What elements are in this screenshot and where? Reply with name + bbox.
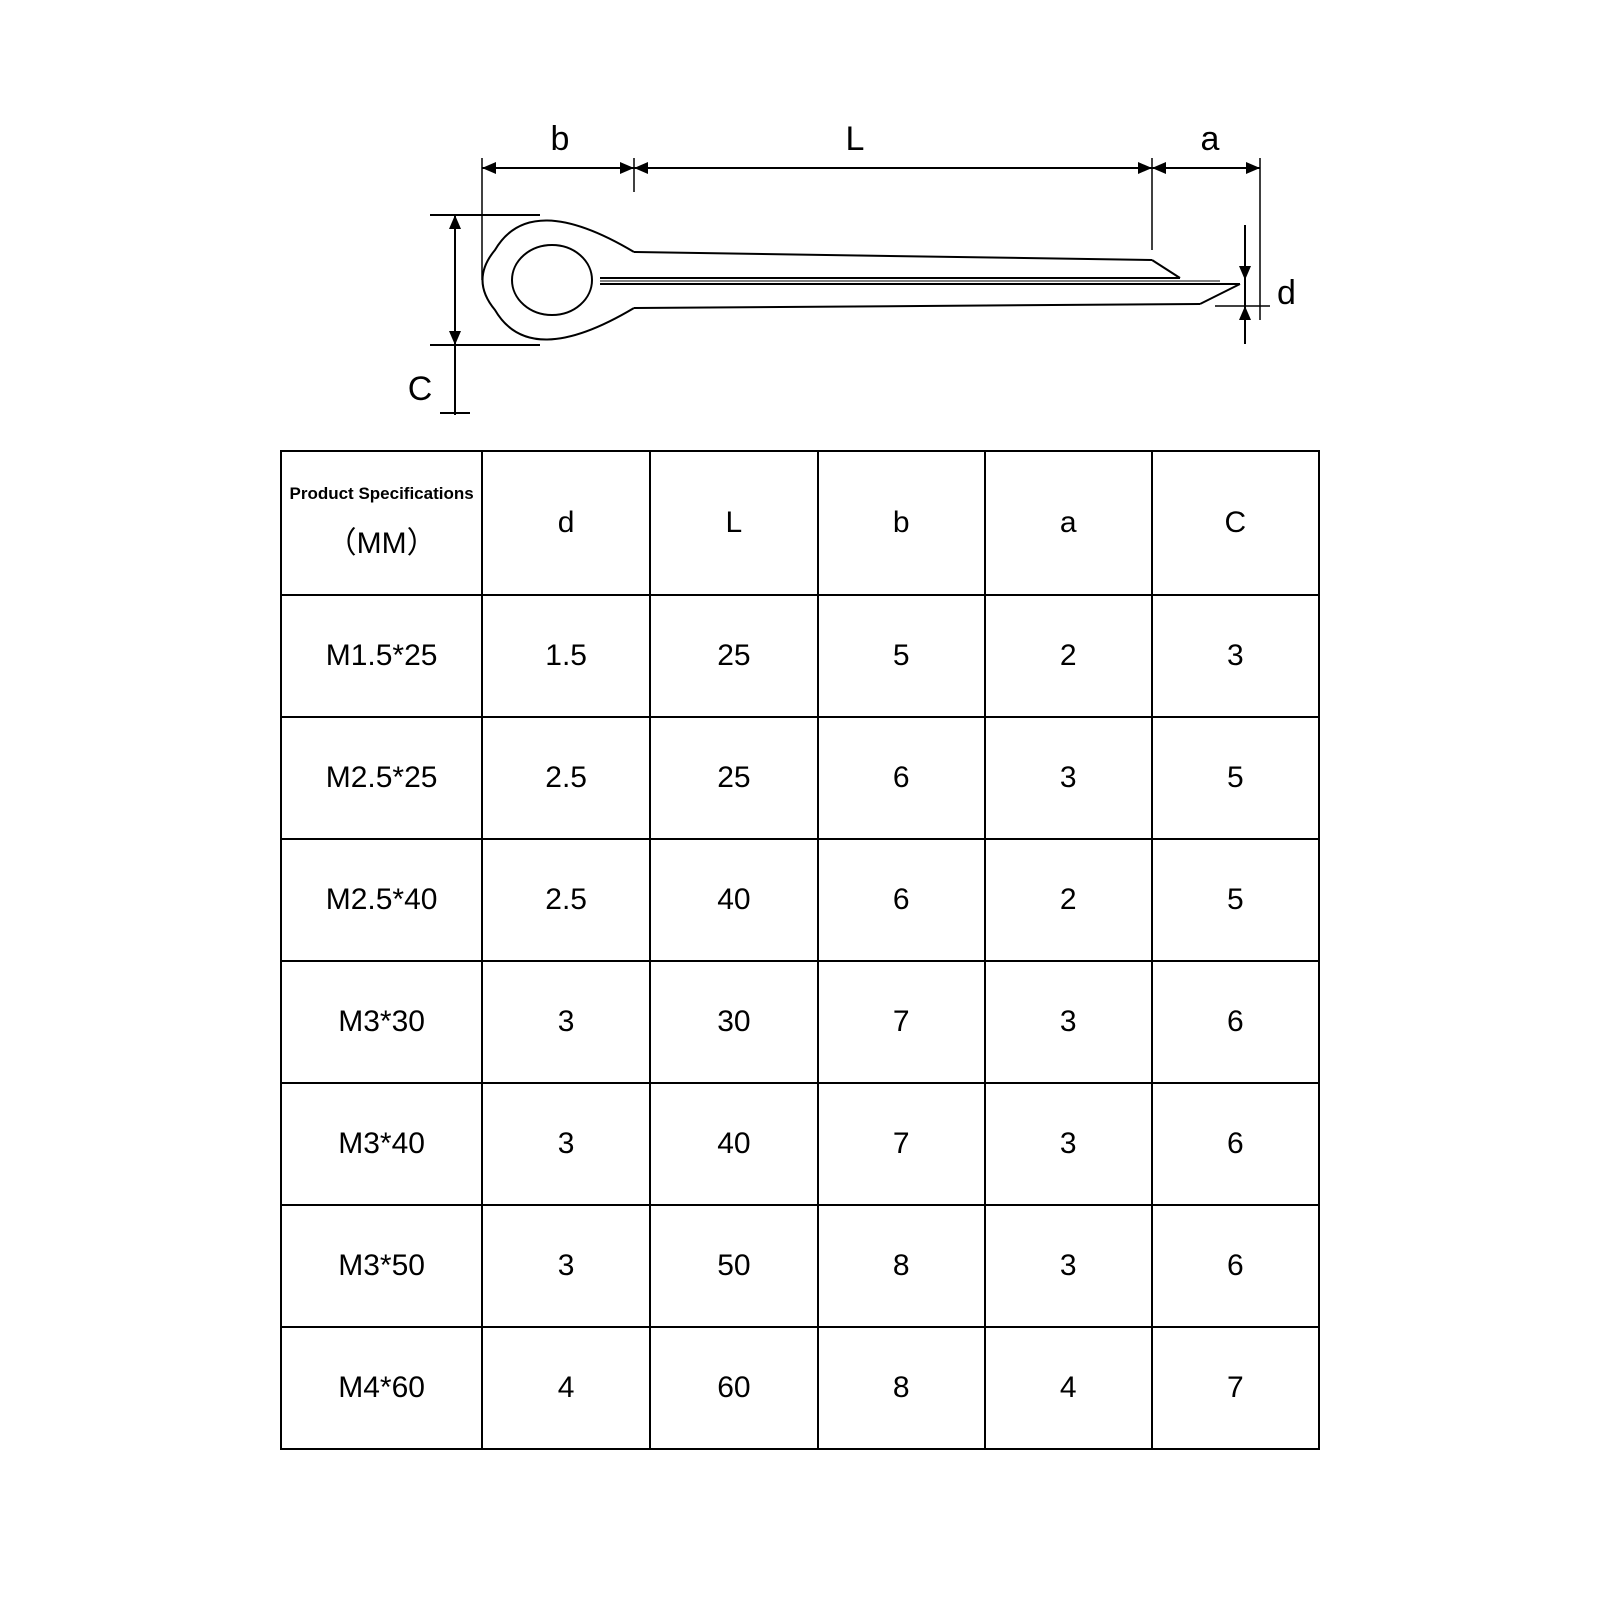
cell-a: 3 (985, 961, 1152, 1083)
cell-C: 7 (1152, 1327, 1319, 1449)
table-row: M1.5*251.525523 (281, 595, 1319, 717)
cell-spec: M4*60 (281, 1327, 482, 1449)
cell-a: 3 (985, 1083, 1152, 1205)
table-row: M4*60460847 (281, 1327, 1319, 1449)
cell-L: 30 (650, 961, 818, 1083)
dim-label-C: C (408, 370, 433, 408)
table-body: M1.5*251.525523M2.5*252.525635M2.5*402.5… (281, 595, 1319, 1449)
cell-d: 3 (482, 1083, 650, 1205)
cell-d: 1.5 (482, 595, 650, 717)
arrow (1239, 266, 1251, 280)
cotter-pin-diagram: b L a (300, 120, 1300, 430)
header-spec: Product Specifications （MM） (281, 451, 482, 595)
table-row: M3*30330736 (281, 961, 1319, 1083)
spec-title: Product Specifications (290, 484, 474, 504)
diagram-svg: b L a (300, 120, 1300, 430)
cell-L: 40 (650, 839, 818, 961)
arrow (634, 162, 648, 174)
cell-a: 2 (985, 839, 1152, 961)
cell-C: 5 (1152, 717, 1319, 839)
header-L: L (650, 451, 818, 595)
cell-d: 4 (482, 1327, 650, 1449)
cell-a: 3 (985, 1205, 1152, 1327)
table-row: M3*40340736 (281, 1083, 1319, 1205)
cell-C: 3 (1152, 595, 1319, 717)
arrow (1138, 162, 1152, 174)
cell-d: 2.5 (482, 839, 650, 961)
cell-L: 25 (650, 595, 818, 717)
cell-L: 50 (650, 1205, 818, 1327)
table-row: M2.5*252.525635 (281, 717, 1319, 839)
cell-b: 8 (818, 1205, 985, 1327)
cell-b: 6 (818, 717, 985, 839)
cell-a: 2 (985, 595, 1152, 717)
cell-b: 5 (818, 595, 985, 717)
cell-C: 6 (1152, 1083, 1319, 1205)
cell-d: 3 (482, 1205, 650, 1327)
header-a: a (985, 451, 1152, 595)
cell-spec: M3*40 (281, 1083, 482, 1205)
dim-label-d: d (1277, 274, 1296, 312)
arrow (449, 331, 461, 345)
cell-a: 4 (985, 1327, 1152, 1449)
spec-unit: （MM） (327, 518, 437, 562)
table-header: Product Specifications （MM） d L b a C (281, 451, 1319, 595)
dim-label-b: b (551, 120, 570, 158)
cell-L: 60 (650, 1327, 818, 1449)
cell-spec: M3*30 (281, 961, 482, 1083)
cell-L: 25 (650, 717, 818, 839)
header-C: C (1152, 451, 1319, 595)
dim-label-a: a (1201, 120, 1220, 158)
cell-b: 7 (818, 1083, 985, 1205)
cell-d: 2.5 (482, 717, 650, 839)
cell-a: 3 (985, 717, 1152, 839)
cotter-pin-shape (483, 220, 1241, 339)
cell-spec: M2.5*25 (281, 717, 482, 839)
spec-table: Product Specifications （MM） d L b a C M1… (280, 450, 1320, 1450)
cell-b: 7 (818, 961, 985, 1083)
cell-d: 3 (482, 961, 650, 1083)
arrow (1246, 162, 1260, 174)
arrow (1152, 162, 1166, 174)
arrow (482, 162, 496, 174)
cell-C: 5 (1152, 839, 1319, 961)
arrow (449, 215, 461, 229)
table-row: M3*50350836 (281, 1205, 1319, 1327)
cell-spec: M2.5*40 (281, 839, 482, 961)
header-d: d (482, 451, 650, 595)
arrow (620, 162, 634, 174)
table-row: M2.5*402.540625 (281, 839, 1319, 961)
cell-L: 40 (650, 1083, 818, 1205)
cell-spec: M3*50 (281, 1205, 482, 1327)
dim-label-L: L (846, 120, 865, 158)
header-b: b (818, 451, 985, 595)
cell-b: 6 (818, 839, 985, 961)
cell-C: 6 (1152, 1205, 1319, 1327)
cell-C: 6 (1152, 961, 1319, 1083)
cell-b: 8 (818, 1327, 985, 1449)
arrow (1239, 306, 1251, 320)
page-container: b L a (250, 0, 1350, 1450)
cell-spec: M1.5*25 (281, 595, 482, 717)
